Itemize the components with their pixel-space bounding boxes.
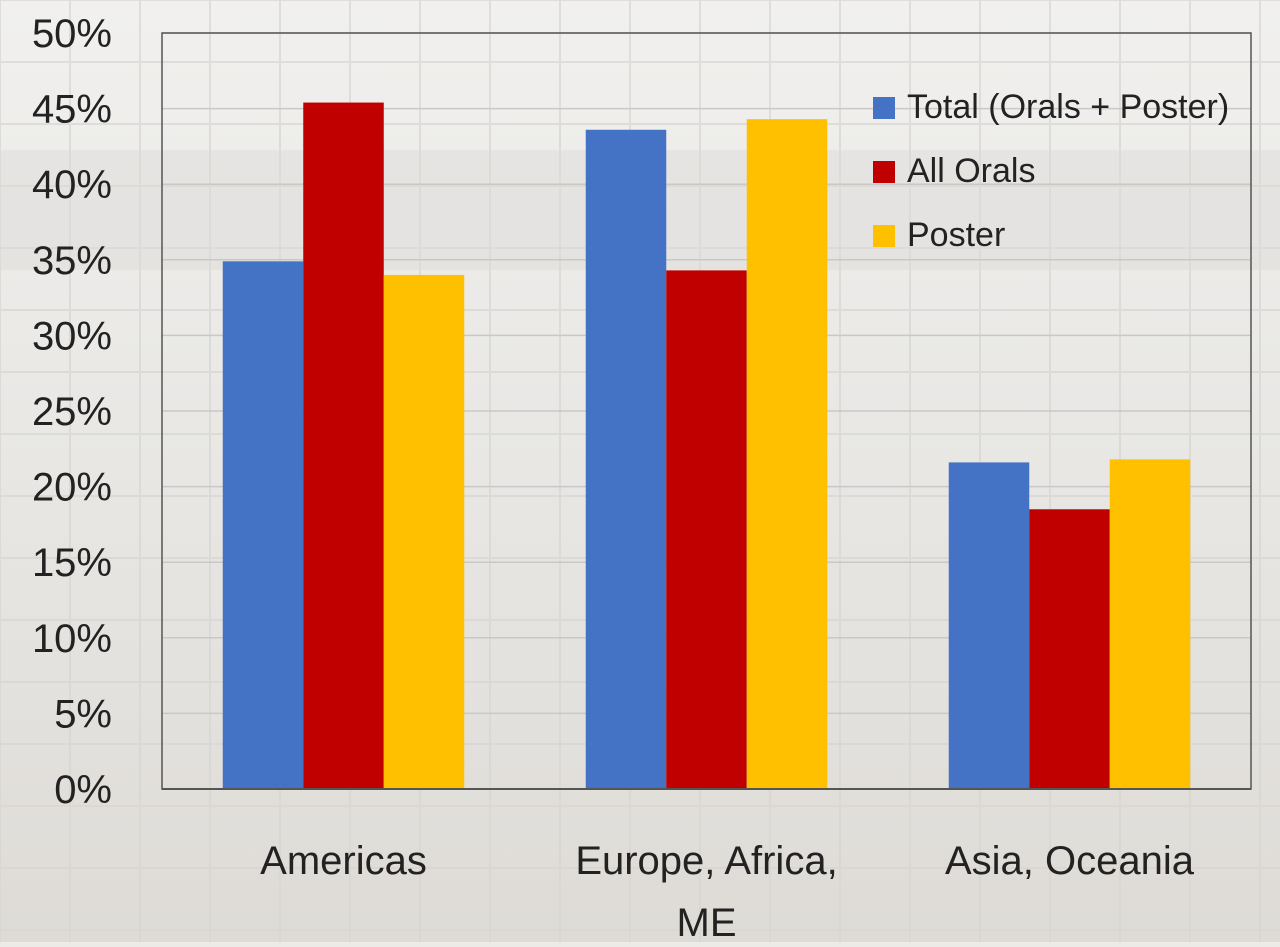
x-tick-label: Asia, Oceania	[945, 839, 1195, 883]
legend-swatch	[873, 97, 895, 119]
y-tick-label: 20%	[32, 466, 112, 510]
bar	[948, 462, 1030, 789]
y-tick-label: 40%	[32, 163, 112, 207]
bar	[666, 270, 747, 789]
bar	[746, 119, 828, 789]
y-tick-label: 50%	[32, 12, 112, 56]
legend-label: Poster	[907, 216, 1005, 254]
bars	[222, 102, 1191, 789]
x-tick-label: ME	[677, 901, 737, 942]
bar	[383, 274, 465, 789]
bar	[1109, 459, 1191, 789]
y-tick-label: 5%	[54, 692, 112, 736]
legend-swatch	[873, 161, 895, 183]
legend: Total (Orals + Poster) All Orals Poster	[873, 88, 1229, 254]
legend-label: Total (Orals + Poster)	[907, 88, 1229, 126]
bar	[585, 129, 667, 789]
y-tick-label: 10%	[32, 617, 112, 661]
y-tick-label: 45%	[32, 88, 112, 132]
x-tick-labels: Americas Europe, Africa, ME Asia, Oceania	[260, 839, 1195, 945]
x-tick-label: Europe, Africa,	[575, 839, 837, 883]
y-tick-label: 15%	[32, 541, 112, 585]
y-tick-label: 25%	[32, 390, 112, 434]
y-tick-label: 0%	[54, 768, 112, 812]
axes	[161, 32, 1252, 790]
y-tick-labels: 0% 5% 10% 15% 20% 25% 30% 35% 40% 45% 50%	[32, 12, 112, 812]
bar	[1029, 509, 1110, 789]
y-tick-label: 30%	[32, 314, 112, 358]
x-tick-label: Americas	[260, 839, 427, 883]
legend-swatch	[873, 225, 895, 247]
bar	[222, 261, 304, 789]
bar	[303, 102, 384, 789]
y-tick-label: 35%	[32, 239, 112, 283]
legend-label: All Orals	[907, 152, 1035, 190]
